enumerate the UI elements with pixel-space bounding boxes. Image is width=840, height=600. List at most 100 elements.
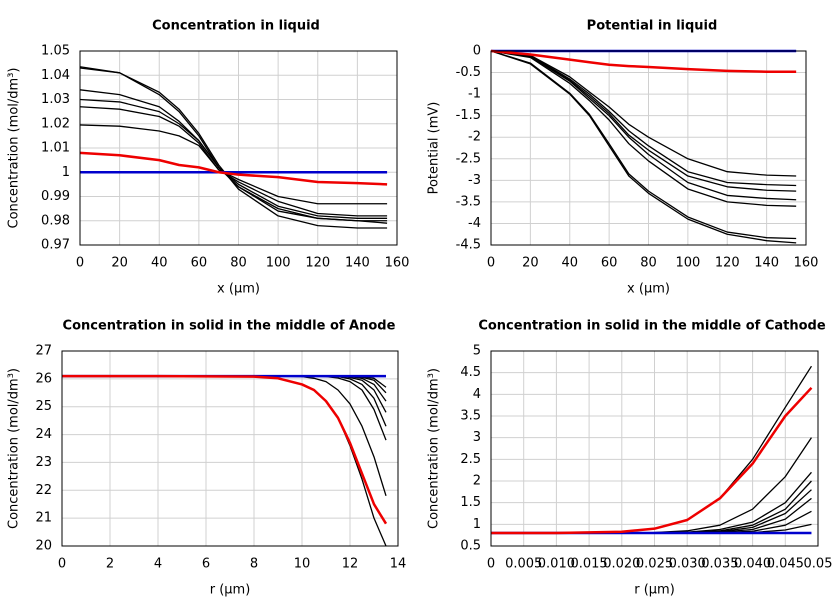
y-tick-label: 0.97 bbox=[41, 238, 70, 253]
y-tick-label: -2 bbox=[468, 130, 481, 145]
x-tick-label: 60 bbox=[191, 256, 208, 271]
x-tick-label: 60 bbox=[601, 256, 618, 271]
x-tick-label: 80 bbox=[230, 256, 247, 271]
x-axis-label: r (µm) bbox=[634, 583, 675, 598]
x-tick-label: 2 bbox=[106, 557, 114, 572]
y-tick-label: 4.5 bbox=[460, 365, 481, 380]
y-tick-label: 1 bbox=[473, 517, 481, 532]
series-line bbox=[491, 50, 797, 192]
y-tick-label: 0 bbox=[473, 44, 481, 59]
panel-title: Potential in liquid bbox=[587, 19, 718, 34]
x-tick-label: 20 bbox=[111, 256, 128, 271]
x-tick-label: 160 bbox=[385, 256, 410, 271]
x-tick-label: 0 bbox=[487, 256, 495, 271]
x-tick-label: 14 bbox=[390, 557, 407, 572]
y-tick-label: 1.01 bbox=[41, 141, 70, 156]
y-tick-label: 2.5 bbox=[460, 452, 481, 467]
y-tick-label: 24 bbox=[35, 427, 52, 442]
x-tick-label: 6 bbox=[202, 557, 210, 572]
series-line bbox=[491, 50, 797, 240]
series-line bbox=[491, 49, 797, 73]
series-line bbox=[491, 480, 812, 534]
series-line bbox=[80, 151, 388, 186]
y-tick-label: -4.5 bbox=[456, 238, 481, 253]
y-tick-label: 0.99 bbox=[41, 189, 70, 204]
x-tick-label: 8 bbox=[250, 557, 258, 572]
y-axis-label: Concentration (mol/dm³) bbox=[427, 368, 442, 529]
y-tick-label: -3 bbox=[468, 173, 481, 188]
panel: Concentration in solid in the middle of … bbox=[427, 319, 833, 598]
series-line bbox=[491, 437, 812, 534]
series-line bbox=[80, 98, 388, 219]
panel-title: Concentration in liquid bbox=[152, 19, 320, 34]
x-tick-label: 100 bbox=[675, 256, 700, 271]
x-tick-label: 120 bbox=[715, 256, 740, 271]
x-tick-label: 160 bbox=[794, 256, 819, 271]
y-tick-label: 1.05 bbox=[41, 44, 70, 59]
series-line bbox=[80, 124, 388, 205]
x-tick-label: 4 bbox=[154, 557, 162, 572]
panel-title: Concentration in solid in the middle of … bbox=[478, 319, 826, 334]
y-axis-label: Concentration (mol/dm³) bbox=[7, 68, 22, 229]
plot-frame bbox=[61, 350, 399, 547]
series-line bbox=[80, 67, 388, 229]
plot-frame bbox=[490, 350, 819, 547]
y-axis-label: Potential (mV) bbox=[427, 102, 442, 195]
y-tick-label: 21 bbox=[35, 511, 52, 526]
y-tick-label: -1.5 bbox=[456, 108, 481, 123]
x-tick-label: 0 bbox=[76, 256, 84, 271]
series-line bbox=[491, 50, 797, 244]
y-tick-label: 20 bbox=[35, 539, 52, 554]
x-tick-label: 40 bbox=[561, 256, 578, 271]
x-tick-label: 140 bbox=[345, 256, 370, 271]
y-tick-label: -1 bbox=[468, 87, 481, 102]
x-tick-label: 0.035 bbox=[701, 557, 738, 572]
y-tick-label: 2 bbox=[473, 474, 481, 489]
series-line bbox=[491, 50, 797, 177]
x-tick-label: 0.045 bbox=[767, 557, 804, 572]
x-tick-label: 20 bbox=[522, 256, 539, 271]
y-tick-label: 23 bbox=[35, 455, 52, 470]
x-tick-label: 0 bbox=[58, 557, 66, 572]
panel: Potential in liquid 0 20 40 60 80 100 120 140 160… bbox=[427, 19, 819, 297]
x-tick-label: 0.05 bbox=[804, 557, 833, 572]
series-line bbox=[62, 375, 387, 547]
series-line bbox=[62, 374, 388, 525]
panel: Concentration in liquid 0 20 40 60 80 100 120 14… bbox=[7, 19, 410, 297]
y-tick-label: 1.02 bbox=[41, 116, 70, 131]
x-tick-label: 40 bbox=[151, 256, 168, 271]
y-tick-label: 0.5 bbox=[460, 539, 481, 554]
series-line bbox=[80, 106, 388, 217]
panel: Concentration in solid in the middle of … bbox=[7, 319, 407, 598]
y-tick-label: 0.98 bbox=[41, 213, 70, 228]
series-line bbox=[62, 375, 387, 497]
y-tick-label: 5 bbox=[473, 344, 481, 359]
x-tick-label: 0.025 bbox=[636, 557, 673, 572]
y-tick-label: 26 bbox=[35, 371, 52, 386]
x-axis-label: r (µm) bbox=[210, 583, 251, 598]
y-axis-label: Concentration (mol/dm³) bbox=[7, 368, 22, 529]
x-tick-label: 0 bbox=[487, 557, 495, 572]
y-tick-label: -0.5 bbox=[456, 65, 481, 80]
x-axis-label: x (µm) bbox=[627, 282, 670, 297]
x-tick-label: 10 bbox=[294, 557, 311, 572]
series-line bbox=[62, 375, 387, 402]
y-tick-label: 27 bbox=[35, 344, 52, 359]
x-tick-label: 100 bbox=[266, 256, 291, 271]
x-tick-label: 80 bbox=[640, 256, 657, 271]
x-tick-label: 140 bbox=[754, 256, 779, 271]
x-tick-label: 0.030 bbox=[669, 557, 706, 572]
x-tick-label: 12 bbox=[342, 557, 359, 572]
x-tick-label: 0.040 bbox=[734, 557, 771, 572]
y-tick-label: -4 bbox=[468, 216, 481, 231]
plot-frame bbox=[490, 50, 807, 246]
y-tick-label: 1.03 bbox=[41, 92, 70, 107]
y-tick-label: 3 bbox=[473, 430, 481, 445]
series-line bbox=[491, 50, 797, 207]
series-line bbox=[80, 66, 388, 224]
x-tick-label: 0.005 bbox=[505, 557, 542, 572]
y-tick-label: -2.5 bbox=[456, 151, 481, 166]
x-tick-label: 0.020 bbox=[603, 557, 640, 572]
